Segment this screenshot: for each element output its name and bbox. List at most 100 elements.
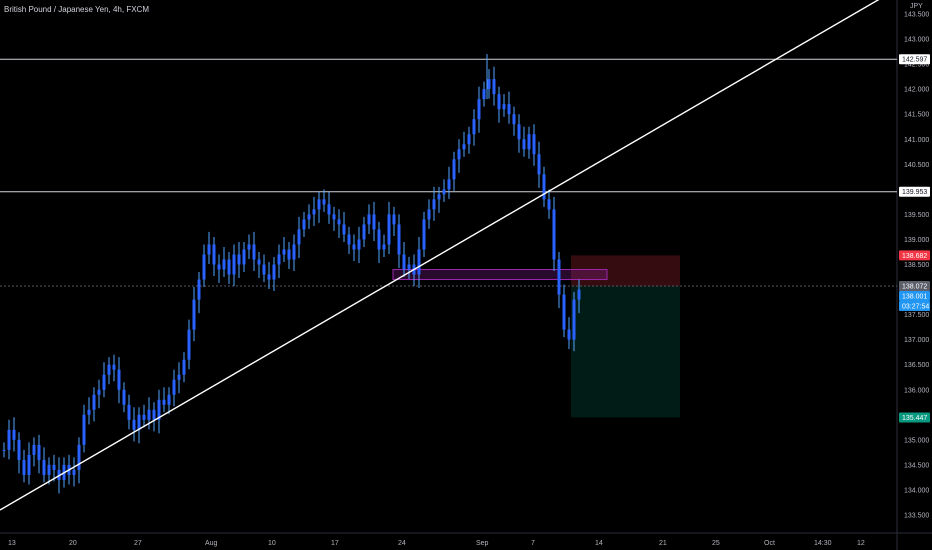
candle-body [192, 299, 196, 330]
price-tick-label: 135.000 [904, 437, 929, 444]
price-tick-label: 133.500 [904, 513, 929, 520]
price-tick-label: 141.500 [904, 112, 929, 119]
time-tick-label: 7 [531, 540, 535, 547]
time-tick-label: 25 [712, 540, 720, 547]
candle-body [382, 244, 386, 250]
candle-body [422, 219, 426, 250]
candle-body [187, 329, 191, 360]
supply-demand-box [392, 269, 608, 281]
candle-body [352, 244, 356, 250]
candle-body [267, 274, 271, 280]
time-tick-label: 27 [134, 540, 142, 547]
candle-body [522, 139, 526, 150]
time-tick-label: Sep [476, 540, 489, 547]
level-mid-badge-bg [899, 186, 930, 197]
candle-body [342, 224, 346, 235]
currency-label: JPY [910, 3, 923, 10]
candle-body [312, 209, 316, 215]
price-tick-label: 134.000 [904, 487, 929, 494]
candle-body [432, 199, 436, 210]
time-tick-label: 24 [398, 540, 406, 547]
candle-body [322, 199, 326, 205]
candle-body [417, 249, 421, 275]
price-tick-label: 142.500 [904, 62, 929, 69]
candle-body [77, 444, 81, 470]
candle-body [262, 264, 266, 275]
candle-body [72, 469, 76, 475]
candle-body [257, 259, 261, 265]
candle-body [467, 134, 471, 145]
candle-body [502, 104, 506, 110]
candle-body [17, 439, 21, 460]
time-tick-label: 14:30 [814, 540, 832, 547]
candle-body [152, 409, 156, 420]
stop-badge: 138.682 [902, 253, 927, 260]
candle-body [397, 224, 401, 255]
price-tick-label: 137.500 [904, 312, 929, 319]
candle-body [362, 224, 366, 240]
candle-body [457, 149, 461, 160]
candle-body [37, 444, 41, 460]
candle-body [297, 229, 301, 245]
candle-body [47, 464, 51, 475]
price-tick-label: 137.000 [904, 337, 929, 344]
candle-body [232, 254, 236, 275]
candle-body [287, 249, 291, 260]
candle-body [212, 244, 216, 265]
candle-body [527, 134, 531, 150]
candle-body [2, 449, 6, 451]
countdown-badge-bg [899, 300, 930, 311]
candle-body [552, 209, 556, 260]
candle-body [512, 114, 516, 125]
chart-title: British Pound / Japanese Yen, 4h, FXCM [4, 5, 149, 14]
candle-body [237, 254, 241, 265]
candle-body [197, 279, 201, 300]
candle-body [387, 214, 391, 245]
candle-body [52, 464, 56, 470]
candle-body [102, 374, 106, 390]
candle-body [517, 124, 521, 140]
price-tick-label: 138.500 [904, 262, 929, 269]
candle-body [292, 244, 296, 260]
target-badge-bg [899, 412, 930, 423]
candle-body [147, 409, 151, 420]
candle-body [27, 454, 31, 475]
candle-body [157, 399, 161, 420]
target-badge: 135.447 [902, 415, 927, 422]
candle-body [317, 199, 321, 210]
time-tick-label: 13 [8, 540, 16, 547]
candle-body [542, 174, 546, 200]
candle-body [42, 459, 46, 475]
price-tick-label: 139.000 [904, 237, 929, 244]
candle-body [22, 459, 26, 475]
candle-body [132, 419, 136, 430]
candle-body [162, 399, 166, 405]
candle-body [302, 219, 306, 230]
candle-body [372, 214, 376, 230]
candle-body [97, 389, 101, 395]
price-tick-label: 134.500 [904, 462, 929, 469]
candle-body [7, 429, 11, 450]
candle-body [437, 194, 441, 200]
candle-body [142, 414, 146, 420]
time-tick-label: Aug [205, 540, 218, 547]
candle-body [557, 259, 561, 295]
candle-body [122, 389, 126, 405]
stop-badge-bg [899, 250, 930, 261]
candle-body [442, 189, 446, 195]
candle-body [407, 264, 411, 270]
price-tick-label: 142.000 [904, 87, 929, 94]
candle-body [127, 404, 131, 420]
current-price-badge: 138.001 [902, 293, 927, 300]
candle-body [567, 329, 571, 340]
price-tick-label: 136.500 [904, 362, 929, 369]
candle-body [107, 364, 111, 375]
candle-body [507, 104, 511, 115]
time-tick-label: 17 [331, 540, 339, 547]
time-tick-label: Oct [764, 540, 775, 547]
candle-body [537, 154, 541, 175]
current-price-badge-bg [899, 290, 930, 301]
candle-body [32, 444, 36, 455]
stop-loss-zone [571, 255, 680, 286]
